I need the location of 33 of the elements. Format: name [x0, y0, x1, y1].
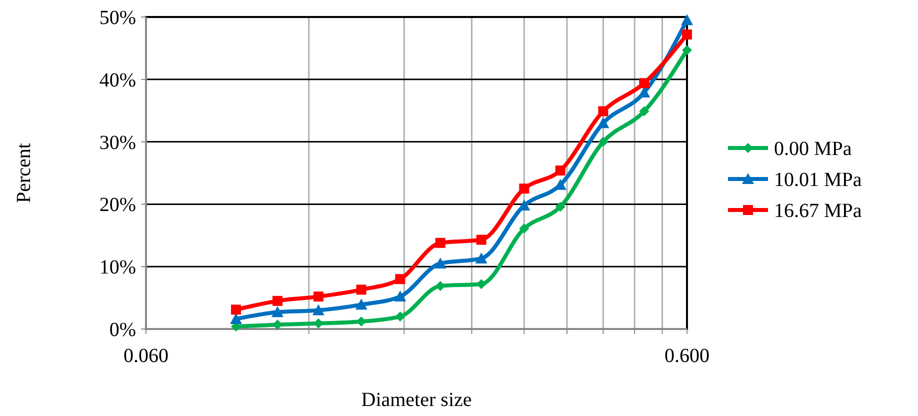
y-tick-label: 40% [99, 69, 136, 92]
point [475, 252, 488, 264]
y-tick-label: 10% [99, 256, 136, 279]
point [638, 86, 650, 98]
point [271, 306, 284, 318]
point [598, 136, 608, 147]
legend-label: 16.67 MPa [774, 200, 862, 222]
point [597, 117, 610, 128]
y-tick-label: 50% [99, 7, 136, 29]
legend-label: 10.01 MPa [774, 169, 862, 191]
point [639, 78, 650, 88]
y-tick-label: 30% [99, 132, 136, 154]
x-tick-label: 0.060 [124, 345, 168, 367]
point [313, 292, 324, 302]
legend-label: 0.00 MPa [774, 138, 852, 160]
point [435, 280, 446, 291]
x-axis-title: Diameter size [361, 389, 472, 411]
point [476, 234, 486, 245]
point [395, 312, 406, 322]
point [395, 274, 406, 284]
point [230, 304, 241, 315]
point [394, 290, 406, 302]
point [230, 313, 242, 324]
point [598, 106, 608, 116]
point [272, 296, 282, 306]
x-tick-label: 0.600 [664, 345, 710, 367]
y-axis-title: Percent [13, 142, 35, 203]
y-tick-label: 20% [99, 194, 136, 216]
point [434, 257, 446, 268]
point [639, 106, 650, 116]
y-tick-label: 0% [109, 319, 136, 341]
point [435, 238, 446, 248]
point [312, 304, 324, 316]
